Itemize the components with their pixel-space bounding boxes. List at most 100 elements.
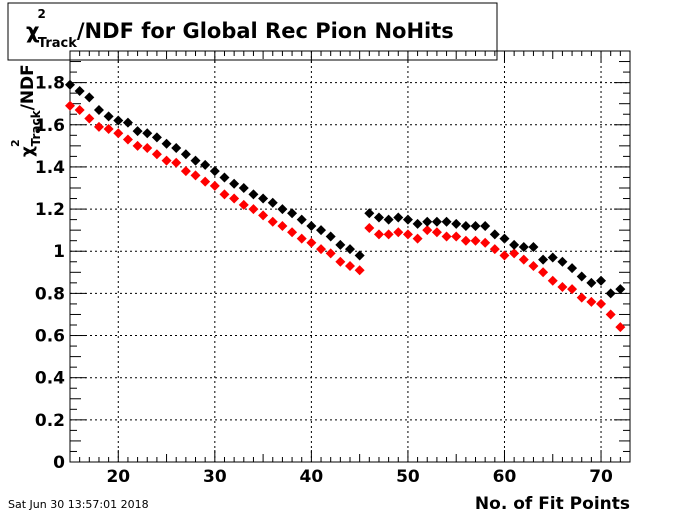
data-point [267,216,278,227]
data-point [557,256,568,267]
data-point [180,149,191,160]
data-point [431,216,442,227]
data-point [538,267,549,278]
x-tick-label: 70 [589,467,613,487]
data-point [567,284,578,295]
data-point [93,105,104,116]
data-point [132,126,143,137]
data-point [422,216,433,227]
data-point [528,260,539,271]
data-point [74,105,85,116]
y-tick-label: 1.6 [35,116,65,136]
chart-title: χ2 Track/NDF for Global Rec Pion NoHits [26,7,454,51]
data-points [65,79,626,333]
data-point [480,237,491,248]
data-point [470,220,481,231]
data-point [615,284,626,295]
data-point [122,117,133,128]
data-point [451,218,462,229]
data-point [142,128,153,139]
data-point [509,248,520,259]
data-point [412,233,423,244]
x-tick-label: 50 [396,467,420,487]
data-point [345,244,355,255]
data-point [383,214,394,225]
data-point [441,231,452,242]
data-point [373,212,384,223]
data-point [287,208,298,219]
data-point [538,254,549,265]
tick-labels: 20 30 40 50 60 70 0 0.2 0.4 0.6 0.8 1 1.2 1.4 1.6 1.8 [35,74,613,487]
ylabel-chi: χ [18,146,38,157]
data-point [248,189,259,200]
data-point [65,79,75,90]
data-point [509,239,520,250]
y-tick-label: 0.2 [35,411,65,431]
data-point [316,244,327,255]
data-point [596,298,607,309]
data-point [576,271,587,282]
data-point [229,193,240,204]
data-point [402,229,413,240]
data-point [113,115,124,126]
y-tick-label: 0 [53,453,65,473]
title-sup: 2 [38,7,46,21]
ylabel-sup: 2 [9,139,22,147]
data-point [151,149,162,160]
data-point [161,155,172,166]
data-point [287,227,298,238]
title-sub: Track [38,36,77,51]
data-point [586,296,597,307]
data-point [132,140,143,151]
data-point [393,227,404,238]
title-rest: /NDF for Global Rec Pion NoHits [77,19,454,43]
data-point [219,189,230,200]
data-point [412,218,423,229]
data-point [84,92,95,103]
data-point [267,197,278,208]
data-point [373,229,384,240]
data-point [316,225,327,236]
data-point [190,170,201,181]
x-tick-label: 30 [203,467,227,487]
data-point [93,121,104,132]
data-point [180,166,191,177]
data-point [605,288,616,299]
data-point [518,254,529,265]
data-point [460,235,471,246]
data-point [422,225,433,236]
data-point [567,263,578,274]
y-tick-label: 0.8 [35,284,65,304]
data-point [489,229,500,240]
y-tick-label: 1.4 [35,158,65,178]
x-tick-label: 20 [106,467,130,487]
y-tick-label: 1.8 [35,74,65,94]
y-tick-label: 0.6 [35,327,65,347]
y-tick-label: 1 [53,242,65,262]
data-point [364,223,375,234]
data-point [248,204,259,215]
x-axis-title: No. of Fit Points [475,494,630,514]
data-point [576,292,587,303]
data-point [103,123,114,134]
data-point [499,233,510,244]
data-point [441,216,452,227]
data-point [142,142,153,153]
data-point [84,113,95,124]
data-point [345,260,355,271]
data-point [325,231,336,242]
data-point [238,199,249,210]
data-point [229,178,240,189]
x-tick-label: 60 [493,467,517,487]
data-point [460,220,471,231]
plot-frame [69,50,631,463]
data-point [393,212,404,223]
data-point [402,214,413,225]
data-point [596,275,607,286]
data-point [277,204,288,215]
y-tick-label: 0.4 [35,369,65,389]
data-point [219,172,230,183]
data-point [113,128,124,139]
x-tick-label: 40 [300,467,324,487]
